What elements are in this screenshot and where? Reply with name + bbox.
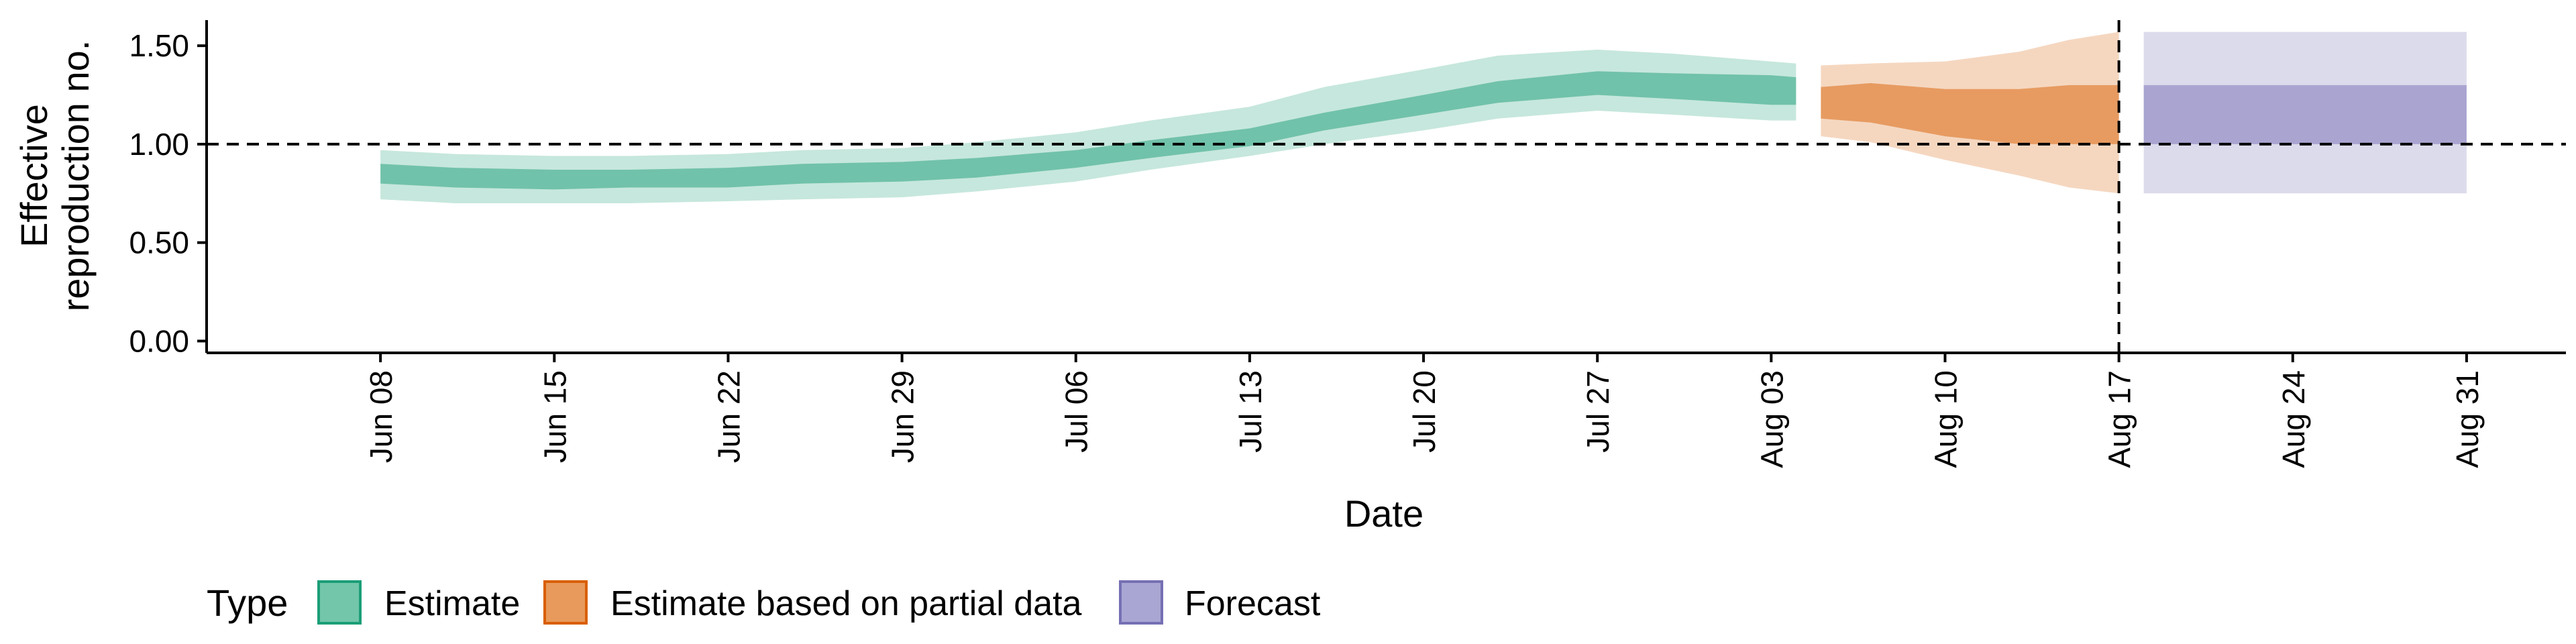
x-tick-label: Jun 15 (537, 370, 572, 463)
reference-lines (207, 20, 2566, 353)
y-tick-label: 1.50 (129, 28, 189, 63)
x-tick-label: Jun 08 (364, 370, 398, 463)
x-tick-label: Aug 31 (2450, 370, 2485, 468)
x-tick-label: Jul 20 (1407, 370, 1442, 453)
x-tick-label: Aug 10 (1928, 370, 1963, 468)
axes: 0.00 0.50 1.00 1.50 Jun 08 Jun 15 Jun 22 Jun 29… (129, 20, 2566, 468)
y-axis-title-line-1: Effective (13, 104, 55, 248)
x-tick-label: Jul 06 (1059, 370, 1094, 453)
y-tick-label: 1.00 (129, 127, 189, 162)
legend-label-estimate: Estimate (384, 584, 520, 623)
x-tick-label: Aug 03 (1754, 370, 1789, 468)
band-50-estimate (380, 71, 1796, 190)
legend-label-partial: Estimate based on partial data (610, 584, 1082, 623)
y-axis-title-line-2: reproduction no. (54, 40, 97, 312)
legend-title: Type (207, 582, 288, 624)
band-50-estimate-based-on-partial-data (1821, 83, 2119, 144)
legend: Type Estimate Estimate based on partial … (207, 580, 1321, 625)
x-tick-label: Jun 29 (885, 370, 920, 463)
band-50-forecast (2143, 85, 2467, 144)
x-tick-label: Jun 22 (711, 370, 746, 463)
legend-swatch-forecast (1119, 580, 1163, 625)
legend-label-forecast: Forecast (1185, 584, 1321, 623)
x-tick-label: Jul 13 (1233, 370, 1268, 453)
y-axis-title: Effective reproduction no. (13, 40, 97, 312)
x-axis-title: Date (1344, 492, 1424, 535)
x-tick-label: Jul 27 (1580, 370, 1615, 453)
band-90-estimate (380, 50, 1796, 203)
x-tick-label: Aug 24 (2276, 370, 2311, 468)
y-tick-label: 0.50 (129, 225, 189, 260)
legend-swatch-estimate (317, 580, 362, 625)
ribbon-layer (380, 32, 2467, 203)
x-tick-label: Aug 17 (2102, 370, 2137, 468)
legend-swatch-partial (543, 580, 588, 625)
y-tick-label: 0.00 (129, 323, 189, 358)
